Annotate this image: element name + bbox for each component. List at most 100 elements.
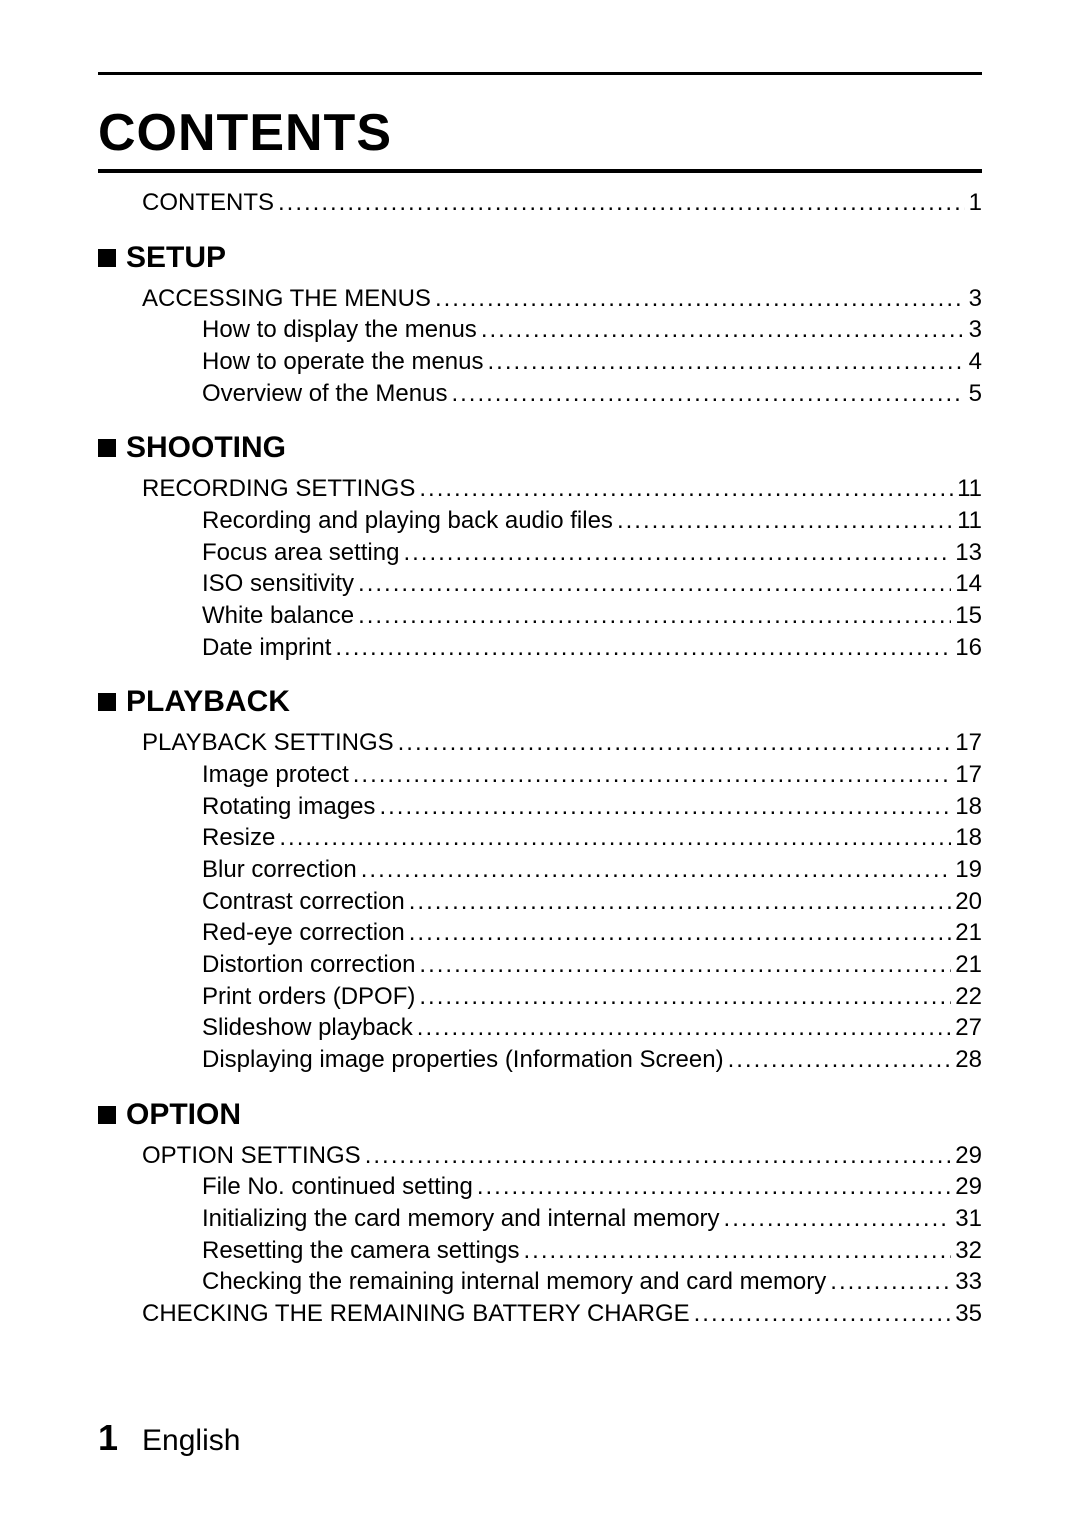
section-heading-text: SETUP xyxy=(126,241,226,275)
toc-row: How to operate the menus 4 xyxy=(98,346,982,378)
title-rule xyxy=(98,169,982,173)
toc-row: RECORDING SETTINGS 11 xyxy=(98,473,982,505)
toc-row: Distortion correction 21 xyxy=(98,949,982,981)
toc-page-number: 17 xyxy=(951,727,982,759)
toc-label: Rotating images xyxy=(202,791,375,823)
toc-row: Date imprint 16 xyxy=(98,632,982,664)
toc-label: PLAYBACK SETTINGS xyxy=(142,727,394,759)
toc-leader-dots xyxy=(354,600,951,632)
toc-page-number: 4 xyxy=(965,346,982,378)
toc-leader-dots xyxy=(690,1298,952,1330)
toc-leader-dots xyxy=(357,854,952,886)
section-heading-text: OPTION xyxy=(126,1098,241,1132)
toc-label: Focus area setting xyxy=(202,537,399,569)
toc-leader-dots xyxy=(415,949,951,981)
toc-page-number: 21 xyxy=(951,949,982,981)
toc-row: Blur correction 19 xyxy=(98,854,982,886)
page-title: CONTENTS xyxy=(98,103,982,163)
toc-leader-dots xyxy=(354,568,951,600)
page-root: CONTENTS CONTENTS 1 SETUP ACCESSING THE ME… xyxy=(0,0,1080,1521)
footer-language: English xyxy=(142,1424,240,1458)
toc-row: Overview of the Menus 5 xyxy=(98,378,982,410)
toc-row: Resetting the camera settings 32 xyxy=(98,1235,982,1267)
toc-label: Resize xyxy=(202,822,275,854)
toc-page-number: 21 xyxy=(951,917,982,949)
top-rule xyxy=(98,72,982,75)
toc-page-number: 29 xyxy=(951,1171,982,1203)
toc-page-number: 35 xyxy=(951,1298,982,1330)
toc-leader-dots xyxy=(613,505,953,537)
toc-leader-dots xyxy=(394,727,952,759)
toc-page-number: 15 xyxy=(951,600,982,632)
toc-row: Resize 18 xyxy=(98,822,982,854)
toc-leader-dots xyxy=(413,1012,952,1044)
toc-label: Distortion correction xyxy=(202,949,415,981)
toc-page-number: 11 xyxy=(953,473,982,505)
toc-row: White balance 15 xyxy=(98,600,982,632)
toc-row: How to display the menus 3 xyxy=(98,314,982,346)
toc-row: Focus area setting 13 xyxy=(98,537,982,569)
toc-label: OPTION SETTINGS xyxy=(142,1140,361,1172)
toc-leader-dots xyxy=(724,1044,952,1076)
toc-row: CONTENTS 1 xyxy=(98,187,982,219)
toc-row: Red-eye correction 21 xyxy=(98,917,982,949)
toc-label: Displaying image properties (Information… xyxy=(202,1044,724,1076)
toc-leader-dots xyxy=(473,1171,951,1203)
toc-row: Initializing the card memory and interna… xyxy=(98,1203,982,1235)
section-heading: OPTION xyxy=(98,1098,982,1132)
section-heading-text: SHOOTING xyxy=(126,431,286,465)
toc-label: CONTENTS xyxy=(142,187,274,219)
toc-row: PLAYBACK SETTINGS 17 xyxy=(98,727,982,759)
toc-page-number: 1 xyxy=(965,187,982,219)
toc-page-number: 11 xyxy=(953,505,982,537)
toc-page-number: 17 xyxy=(951,759,982,791)
toc-page-number: 3 xyxy=(965,283,982,315)
toc-page-number: 14 xyxy=(951,568,982,600)
toc-page-number: 19 xyxy=(951,854,982,886)
toc-label: Image protect xyxy=(202,759,349,791)
toc-page-number: 27 xyxy=(951,1012,982,1044)
toc-page-number: 33 xyxy=(951,1266,982,1298)
toc-leader-dots xyxy=(415,981,951,1013)
toc-leader-dots xyxy=(484,346,965,378)
toc-page-number: 28 xyxy=(951,1044,982,1076)
toc-leader-dots xyxy=(826,1266,951,1298)
toc-leader-dots xyxy=(415,473,953,505)
toc-label: Slideshow playback xyxy=(202,1012,413,1044)
toc-leader-dots xyxy=(349,759,952,791)
toc-label: CHECKING THE REMAINING BATTERY CHARGE xyxy=(142,1298,690,1330)
toc-page-number: 3 xyxy=(965,314,982,346)
toc-page-number: 20 xyxy=(951,886,982,918)
toc-row: File No. continued setting 29 xyxy=(98,1171,982,1203)
toc-page-number: 18 xyxy=(951,791,982,823)
toc-row: CHECKING THE REMAINING BATTERY CHARGE 35 xyxy=(98,1298,982,1330)
toc-leader-dots xyxy=(405,886,952,918)
toc-label: Resetting the camera settings xyxy=(202,1235,520,1267)
toc-row: Rotating images 18 xyxy=(98,791,982,823)
toc-page-number: 31 xyxy=(951,1203,982,1235)
square-bullet-icon xyxy=(98,249,116,267)
toc-label: White balance xyxy=(202,600,354,632)
toc-row: Checking the remaining internal memory a… xyxy=(98,1266,982,1298)
toc-label: Print orders (DPOF) xyxy=(202,981,415,1013)
section-heading: SHOOTING xyxy=(98,431,982,465)
toc-row: ACCESSING THE MENUS 3 xyxy=(98,283,982,315)
square-bullet-icon xyxy=(98,1106,116,1124)
toc-leader-dots xyxy=(331,632,951,664)
toc-page-number: 32 xyxy=(951,1235,982,1267)
toc-row: Contrast correction 20 xyxy=(98,886,982,918)
toc-label: Date imprint xyxy=(202,632,331,664)
toc-label: ISO sensitivity xyxy=(202,568,354,600)
toc-page-number: 29 xyxy=(951,1140,982,1172)
toc-page-number: 16 xyxy=(951,632,982,664)
section-heading: PLAYBACK xyxy=(98,685,982,719)
toc-row: Image protect 17 xyxy=(98,759,982,791)
toc-leader-dots xyxy=(274,187,965,219)
toc-row: Print orders (DPOF) 22 xyxy=(98,981,982,1013)
section-heading-text: PLAYBACK xyxy=(126,685,290,719)
toc-leader-dots xyxy=(275,822,951,854)
toc-label: File No. continued setting xyxy=(202,1171,473,1203)
toc-label: Initializing the card memory and interna… xyxy=(202,1203,720,1235)
toc-row: Recording and playing back audio files 1… xyxy=(98,505,982,537)
toc-row: OPTION SETTINGS 29 xyxy=(98,1140,982,1172)
